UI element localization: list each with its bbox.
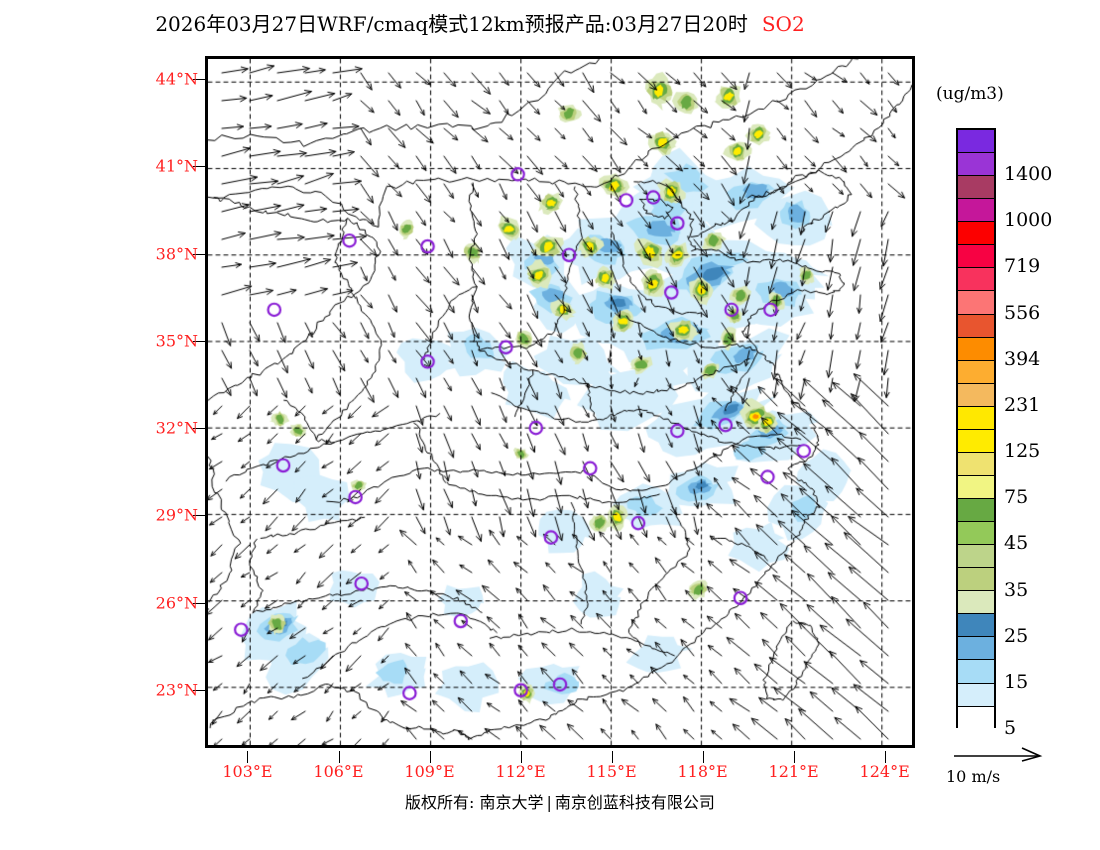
x-axis-tick [338,751,340,763]
wind-vector-key: 10 m/s [946,745,1086,801]
colorbar-swatch [958,545,994,569]
y-axis-label: 38°N [155,244,198,264]
x-axis-tick [793,751,795,763]
colorbar-tick-label: 1000 [1004,209,1053,232]
colorbar-swatch [958,660,994,684]
x-axis-label: 124°E [859,762,910,781]
x-axis-label: 121°E [768,762,819,781]
y-axis-label: 41°N [155,156,198,176]
colorbar-tick-labels: 1400 1000 719 556 394 231 125 75 45 35 25 15 5 [1000,128,1096,739]
colorbar-tick-label: 35 [1004,578,1029,601]
colorbar-swatch [958,683,994,707]
x-axis-label: 109°E [404,762,455,781]
y-axis-tick [193,340,205,342]
x-axis-tick [884,751,886,763]
colorbar-swatch [958,522,994,546]
x-axis-label: 115°E [586,762,637,781]
y-axis-tick [193,428,205,430]
colorbar-tick-label: 394 [1004,347,1041,370]
colorbar-swatch [958,452,994,476]
copyright-notice: 版权所有: 南京大学 | 南京创蓝科技有限公司 [205,789,915,813]
y-axis-tick [193,602,205,604]
wind-arrow-icon [954,747,1043,762]
colorbar-swatch [958,268,994,292]
y-axis-labels: 44°N 41°N 38°N 35°N 32°N 29°N 26°N 23°N [120,56,198,748]
map-plot-area[interactable] [205,56,915,748]
y-axis-tick [193,166,205,168]
title-main-text: 2026年03月27日WRF/cmaq模式12km预报产品:03月27日20时 [155,12,748,36]
x-axis-tick [429,751,431,763]
x-axis-tick [611,751,613,763]
copyright-left: 版权所有: 南京大学 [405,793,544,812]
colorbar-tick-label: 125 [1004,440,1041,463]
y-axis-tick [193,515,205,517]
colorbar-swatch [958,245,994,269]
y-axis-tick [193,79,205,81]
colorbar-swatch [958,568,994,592]
x-axis-label: 112°E [495,762,546,781]
colorbar-swatch [958,222,994,246]
x-axis-label: 106°E [313,762,364,781]
colorbar-swatch [958,383,994,407]
y-axis-label: 32°N [155,418,198,438]
copyright-separator: | [546,793,552,812]
y-axis-label: 44°N [155,69,198,89]
colorbar-swatch [958,429,994,453]
x-axis-ticks [205,751,915,763]
x-axis-labels: 103°E 106°E 109°E 112°E 115°E 118°E 121°E 124°E [205,762,915,786]
colorbar-swatch [958,314,994,338]
title-species-label: SO2 [761,12,805,36]
colorbar-swatch [958,406,994,430]
y-axis-label: 29°N [155,505,198,525]
y-axis-label: 26°N [155,593,198,613]
copyright-right: 南京创蓝科技有限公司 [554,793,715,812]
colorbar-tick-label: 556 [1004,301,1041,324]
colorbar-swatch [958,199,994,223]
colorbar-tick-label: 719 [1004,255,1041,278]
map-canvas [208,59,912,745]
colorbar-units-label: (ug/m3) [936,84,1004,104]
x-axis-label: 103°E [222,762,273,781]
colorbar-tick-label: 25 [1004,624,1029,647]
chart-title: 2026年03月27日WRF/cmaq模式12km预报产品:03月27日20时 S… [0,8,960,37]
colorbar-swatch [958,291,994,315]
colorbar-swatch [958,176,994,200]
colorbar-swatch [958,337,994,361]
colorbar-swatch [958,130,994,154]
colorbar-swatch [958,153,994,177]
colorbar [956,128,996,730]
x-axis-tick [520,751,522,763]
colorbar-swatch [958,475,994,499]
colorbar-tick-label: 1400 [1004,163,1053,186]
y-axis-label: 23°N [155,680,198,700]
x-axis-tick [702,751,704,763]
colorbar-swatch [958,614,994,638]
y-axis-tick [193,253,205,255]
x-axis-label: 118°E [677,762,728,781]
x-axis-tick [247,751,249,763]
colorbar-swatch [958,360,994,384]
y-axis-tick [193,689,205,691]
wind-key-label: 10 m/s [946,767,1001,786]
colorbar-tick-label: 15 [1004,670,1029,693]
colorbar-swatch [958,591,994,615]
colorbar-swatch [958,706,994,730]
colorbar-tick-label: 75 [1004,486,1029,509]
y-axis-label: 35°N [155,331,198,351]
colorbar-tick-label: 231 [1004,393,1041,416]
colorbar-tick-label: 5 [1004,717,1017,739]
colorbar-swatch [958,499,994,523]
y-axis-ticks [193,56,205,748]
colorbar-swatch [958,637,994,661]
colorbar-tick-label: 45 [1004,532,1029,555]
